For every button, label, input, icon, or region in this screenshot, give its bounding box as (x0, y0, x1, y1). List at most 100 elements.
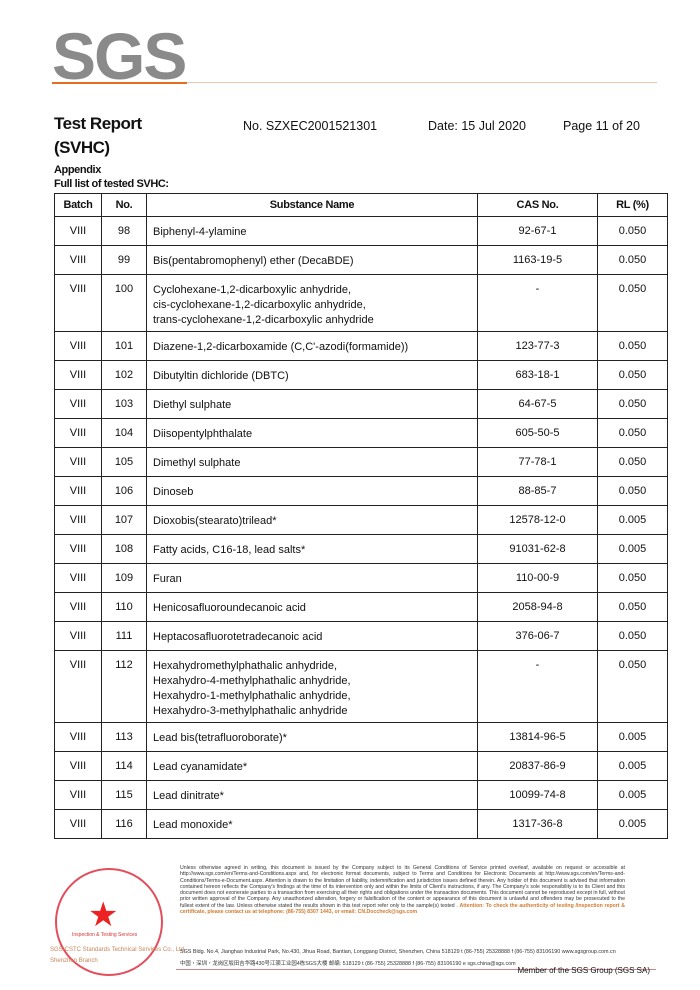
cell-name: Biphenyl-4-ylamine (146, 216, 478, 246)
cell-name: Lead cyanamidate* (146, 751, 478, 781)
cell-name: Diazene-1,2-dicarboxamide (C,C'-azodi(fo… (146, 331, 478, 361)
table-row: VIII 103 Diethyl sulphate 64-67-5 0.050 (54, 389, 668, 419)
cell-name: Dimethyl sulphate (146, 447, 478, 477)
col-cas: CAS No. (477, 193, 598, 217)
substance-line: trans-cyclohexane-1,2-dicarboxylic anhyd… (153, 314, 374, 326)
table-row: VIII 108 Fatty acids, C16-18, lead salts* 9… (54, 534, 668, 564)
company-name: SGS-CSTC Standards Technical Services Co… (50, 947, 186, 953)
address-cn: 中国・深圳・龙岗区坂田吉华路430号江灏工业园4栋SGS大楼 邮编: 51812… (180, 961, 516, 967)
stamp-text: Inspection & Testing Services (72, 932, 138, 938)
cell-batch: VIII (54, 389, 102, 419)
cell-batch: VIII (54, 650, 102, 723)
table-row: VIII 105 Dimethyl sulphate 77-78-1 0.050 (54, 447, 668, 477)
cell-batch: VIII (54, 476, 102, 506)
branch-name: Shenzhen Branch (50, 958, 98, 964)
cell-cas: - (477, 274, 598, 332)
cell-no: 113 (101, 722, 147, 752)
cell-rl: 0.005 (597, 780, 668, 810)
cell-no: 109 (101, 563, 147, 593)
substance-line: Lead monoxide* (153, 819, 233, 831)
cell-batch: VIII (54, 809, 102, 839)
substance-line: cis-cyclohexane-1,2-dicarboxylic anhydri… (153, 299, 366, 311)
table-row: VIII 112 Hexahydromethylphathalic anhydrid… (54, 650, 668, 723)
cell-no: 106 (101, 476, 147, 506)
col-rl: RL (%) (597, 193, 668, 217)
cell-no: 98 (101, 216, 147, 246)
cell-name: Dioxobis(stearato)trilead* (146, 505, 478, 535)
cell-name: Hexahydromethylphathalic anhydride, Hexah… (146, 650, 478, 723)
substance-line: Diethyl sulphate (153, 399, 232, 411)
cell-batch: VIII (54, 534, 102, 564)
substance-line: Diisopentylphthalate (153, 428, 253, 440)
substance-line: Furan (153, 573, 182, 585)
star-icon: ★ (88, 896, 119, 934)
cell-no: 101 (101, 331, 147, 361)
cell-batch: VIII (54, 331, 102, 361)
cell-cas: 91031-62-8 (477, 534, 598, 564)
cell-cas: 376-06-7 (477, 621, 598, 651)
cell-rl: 0.050 (597, 245, 668, 275)
cell-rl: 0.050 (597, 360, 668, 390)
cell-rl: 0.050 (597, 331, 668, 361)
cell-cas: 10099-74-8 (477, 780, 598, 810)
cell-no: 103 (101, 389, 147, 419)
table-row: VIII 98 Biphenyl-4-ylamine 92-67-1 0.050 (54, 216, 668, 246)
substance-line: Heptacosafluorotetradecanoic acid (153, 631, 323, 643)
cell-cas: 13814-96-5 (477, 722, 598, 752)
cell-name: Dinoseb (146, 476, 478, 506)
cell-batch: VIII (54, 563, 102, 593)
col-no: No. (101, 193, 147, 217)
table-row: VIII 107 Dioxobis(stearato)trilead* 12578-1… (54, 505, 668, 535)
substance-line: Biphenyl-4-ylamine (153, 226, 247, 238)
cell-rl: 0.005 (597, 722, 668, 752)
cell-no: 116 (101, 809, 147, 839)
page-number: Page 11 of 20 (563, 119, 640, 133)
cell-no: 107 (101, 505, 147, 535)
cell-name: Dibutyltin dichloride (DBTC) (146, 360, 478, 390)
cell-rl: 0.050 (597, 274, 668, 332)
cell-rl: 0.050 (597, 216, 668, 246)
table-row: VIII 110 Henicosafluoroundecanoic acid 2058… (54, 592, 668, 622)
table-row: VIII 109 Furan 110-00-9 0.050 (54, 563, 668, 593)
substance-line: Dimethyl sulphate (153, 457, 241, 469)
substance-line: Lead bis(tetrafluoroborate)* (153, 732, 287, 744)
appendix-label: Appendix (54, 164, 101, 176)
substance-line: Hexahydro-1-methylphathalic anhydride, (153, 690, 351, 702)
cell-batch: VIII (54, 722, 102, 752)
cell-rl: 0.050 (597, 476, 668, 506)
cell-no: 108 (101, 534, 147, 564)
substance-line: Henicosafluoroundecanoic acid (153, 602, 306, 614)
substance-line: Dinoseb (153, 486, 194, 498)
cell-rl: 0.050 (597, 621, 668, 651)
cell-batch: VIII (54, 780, 102, 810)
authenticity-notice: Attention: To check the authenticity of … (180, 902, 625, 916)
cell-name: Diisopentylphthalate (146, 418, 478, 448)
table-row: VIII 106 Dinoseb 88-85-7 0.050 (54, 476, 668, 506)
table-row: VIII 114 Lead cyanamidate* 20837-86-9 0.005 (54, 751, 668, 781)
cell-no: 114 (101, 751, 147, 781)
cell-name: Bis(pentabromophenyl) ether (DecaBDE) (146, 245, 478, 275)
substance-line: Cyclohexane-1,2-dicarboxylic anhydride, (153, 284, 352, 296)
table-row: VIII 102 Dibutyltin dichloride (DBTC) 683-1… (54, 360, 668, 390)
cell-rl: 0.050 (597, 592, 668, 622)
cell-name: Henicosafluoroundecanoic acid (146, 592, 478, 622)
cell-cas: 92-67-1 (477, 216, 598, 246)
cell-cas: 683-18-1 (477, 360, 598, 390)
cell-name: Lead bis(tetrafluoroborate)* (146, 722, 478, 752)
cell-cas: 110-00-9 (477, 563, 598, 593)
company-stamp (55, 868, 163, 976)
cell-batch: VIII (54, 360, 102, 390)
logo-underline (52, 82, 187, 84)
cell-rl: 0.050 (597, 650, 668, 723)
report-title: Test Report (54, 114, 142, 133)
cell-batch: VIII (54, 751, 102, 781)
cell-rl: 0.005 (597, 809, 668, 839)
footer-divider (176, 969, 656, 970)
cell-no: 110 (101, 592, 147, 622)
substance-line: Hexahydro-3-methylphathalic anhydride (153, 705, 348, 717)
table-row: VIII 113 Lead bis(tetrafluoroborate)* 13814… (54, 722, 668, 752)
cell-batch: VIII (54, 447, 102, 477)
report-date: Date: 15 Jul 2020 (428, 119, 526, 133)
member-note: Member of the SGS Group (SGS SA) (517, 966, 651, 975)
cell-rl: 0.050 (597, 418, 668, 448)
